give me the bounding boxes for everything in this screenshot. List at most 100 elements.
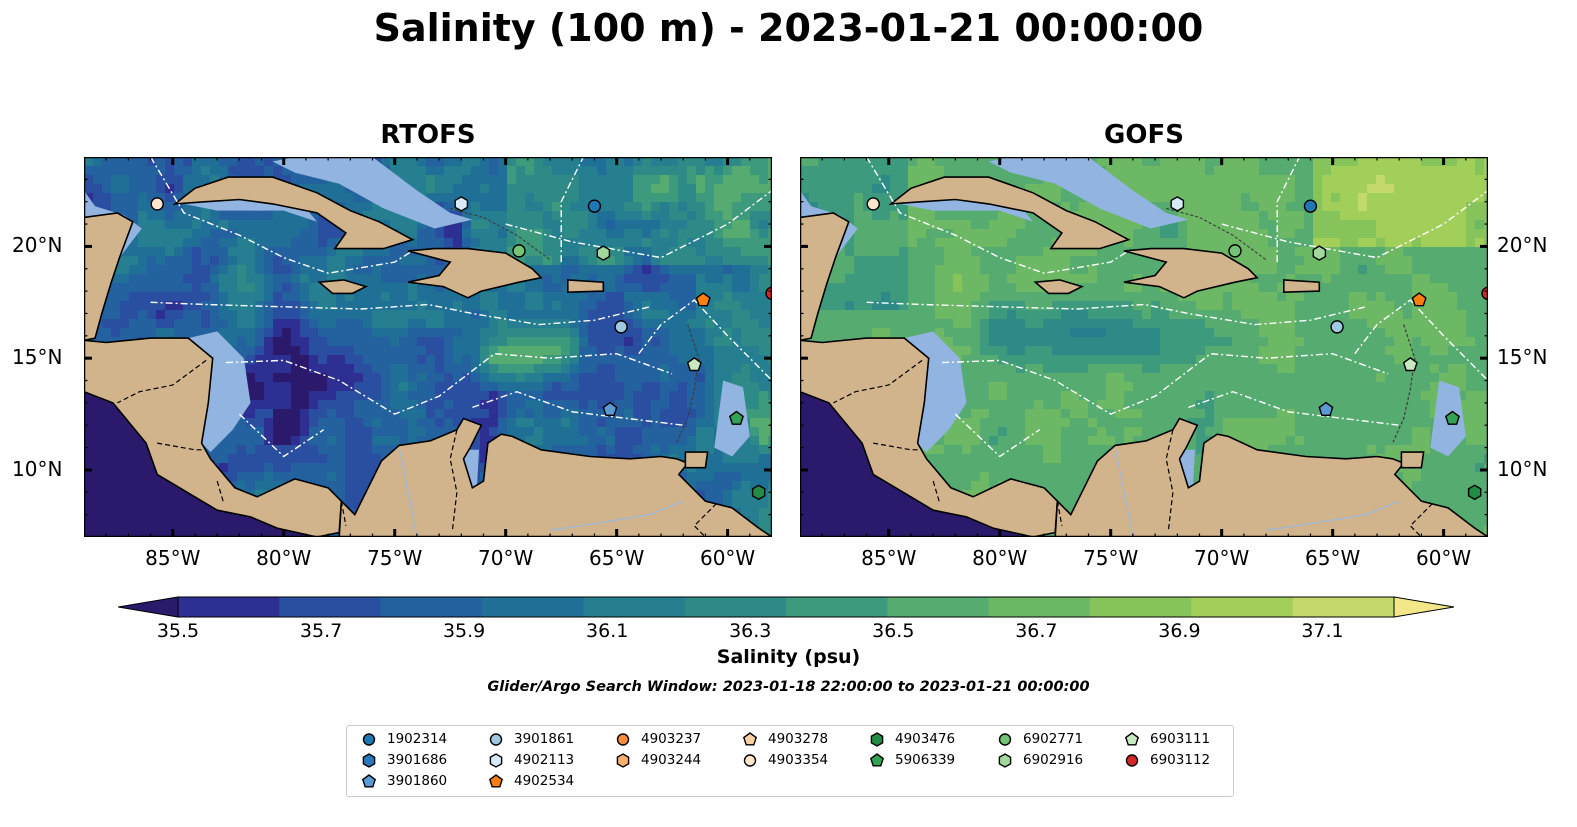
float-marker-4903354 bbox=[866, 197, 880, 211]
puertorico-land bbox=[1282, 279, 1321, 294]
map-frame bbox=[84, 157, 772, 537]
float-marker-6903111 bbox=[686, 357, 702, 372]
legend-label: 5906339 bbox=[895, 752, 956, 768]
legend-marker-icon bbox=[362, 733, 376, 746]
colorbar-segment bbox=[279, 597, 382, 617]
legend-item-4903278: 4903278 bbox=[742, 731, 828, 747]
orinoco-river bbox=[1265, 500, 1400, 532]
colorbar-tick-label: 37.1 bbox=[1301, 620, 1344, 642]
eez-boundary bbox=[1221, 189, 1488, 259]
legend-label: 3901860 bbox=[387, 773, 448, 789]
colorbar-segment bbox=[1090, 597, 1192, 617]
colorbar-tick-label: 36.3 bbox=[729, 620, 772, 642]
isobath-contour bbox=[1166, 207, 1267, 261]
colorbar-label: Salinity (psu) bbox=[716, 646, 861, 668]
float-marker-1902314 bbox=[1303, 199, 1318, 213]
legend-label: 4902113 bbox=[514, 752, 575, 768]
legend-marker-icon bbox=[743, 754, 757, 767]
orinoco-river bbox=[549, 500, 684, 532]
x-tick-label: 60°W bbox=[699, 546, 756, 570]
eez-boundary bbox=[560, 157, 585, 263]
legend-marker-icon bbox=[869, 753, 885, 767]
legend-label: 4903278 bbox=[768, 731, 829, 747]
legend-label: 3901861 bbox=[514, 731, 575, 747]
bahamas-shelf bbox=[272, 157, 473, 229]
eez-boundary bbox=[505, 189, 772, 259]
puertorico-land bbox=[566, 279, 605, 294]
legend-label: 1902314 bbox=[387, 731, 448, 747]
legend-label: 6902916 bbox=[1023, 752, 1084, 768]
y-tick-label: 15°N bbox=[1497, 345, 1548, 370]
eez-boundary bbox=[954, 413, 1041, 458]
x-tick-label: 65°W bbox=[589, 546, 645, 570]
gofs-map bbox=[800, 157, 1488, 537]
float-marker-4903476 bbox=[751, 484, 766, 501]
colorbar-extend-max bbox=[1393, 596, 1454, 618]
legend-label: 4902534 bbox=[514, 773, 575, 789]
legend-item-1902314: 1902314 bbox=[361, 731, 447, 747]
isobath-contour bbox=[676, 324, 700, 444]
float-legend: 1902314 3901686 3901860 3901861 4902113 49025… bbox=[346, 725, 1234, 797]
float-marker-6903112 bbox=[1481, 286, 1488, 301]
jamaica-land bbox=[317, 279, 369, 295]
legend-item-5906339: 5906339 bbox=[869, 752, 955, 768]
legend-item-6902916: 6902916 bbox=[997, 752, 1083, 768]
float-marker-3901861 bbox=[614, 320, 628, 334]
eez-boundary bbox=[225, 352, 673, 415]
x-tick-label: 75°W bbox=[367, 546, 423, 570]
legend-label: 4903237 bbox=[641, 731, 702, 747]
country-border bbox=[117, 359, 207, 404]
eez-boundary bbox=[1354, 299, 1488, 381]
cuba-land bbox=[888, 176, 1131, 250]
float-marker-4903354 bbox=[150, 197, 164, 211]
colorbar-segment bbox=[1292, 597, 1395, 617]
southamerica-land bbox=[1054, 417, 1488, 537]
cuba-land bbox=[172, 176, 415, 250]
legend-label: 6902771 bbox=[1023, 731, 1084, 747]
float-marker-6903111 bbox=[1402, 357, 1418, 372]
float-marker-6902771 bbox=[512, 244, 526, 258]
legend-marker-icon bbox=[870, 732, 884, 747]
colorbar-segment bbox=[786, 597, 888, 617]
y-tick-label: 10°N bbox=[1497, 456, 1548, 481]
eez-boundary bbox=[1276, 157, 1301, 263]
legend-item-4902534: 4902534 bbox=[488, 773, 574, 789]
x-tick-label: 85°W bbox=[145, 546, 201, 570]
y-tick-label: 10°N bbox=[12, 456, 63, 481]
colorbar-segment bbox=[583, 597, 686, 617]
legend-item-6903112: 6903112 bbox=[1124, 752, 1210, 768]
hispaniola-land bbox=[407, 247, 543, 299]
y-tick-label: 15°N bbox=[12, 345, 63, 370]
search-window-text: Glider/Argo Search Window: 2023-01-18 22… bbox=[487, 679, 1090, 695]
x-tick-label: 80°W bbox=[256, 546, 312, 570]
magdalena-river bbox=[398, 447, 418, 537]
legend-marker-icon bbox=[489, 753, 503, 768]
legend-label: 6903112 bbox=[1150, 752, 1211, 768]
legend-label: 6903111 bbox=[1150, 731, 1211, 747]
y-tick-label: 20°N bbox=[1497, 233, 1548, 258]
float-marker-4902113 bbox=[1170, 196, 1185, 212]
legend-item-3901686: 3901686 bbox=[361, 752, 447, 768]
x-tick-label: 70°W bbox=[478, 546, 534, 570]
trinidad-land bbox=[1400, 451, 1425, 469]
legend-label: 4903354 bbox=[768, 752, 829, 768]
legend-marker-icon bbox=[361, 774, 377, 788]
float-marker-4902534 bbox=[695, 292, 711, 307]
country-border bbox=[1409, 503, 1433, 537]
colorbar-segment bbox=[988, 597, 1091, 617]
central-land bbox=[84, 337, 343, 537]
colorbar-tick-label: 35.9 bbox=[442, 620, 486, 642]
country-border bbox=[693, 503, 717, 537]
colorbar-tick-label: 36.7 bbox=[1015, 620, 1058, 642]
legend-item-4903354: 4903354 bbox=[742, 752, 828, 768]
float-marker-3901861 bbox=[1330, 320, 1344, 334]
colorbar-tick-label: 36.5 bbox=[872, 620, 915, 642]
colorbar-tick-label: 36.1 bbox=[586, 620, 629, 642]
pacific-ocean bbox=[800, 391, 1033, 537]
yucatan-land bbox=[800, 157, 850, 342]
x-tick-label: 65°W bbox=[1305, 546, 1361, 570]
legend-item-4903237: 4903237 bbox=[615, 731, 701, 747]
map-frame bbox=[800, 157, 1488, 537]
x-tick-label: 70°W bbox=[1194, 546, 1250, 570]
y-tick-label: 20°N bbox=[12, 233, 63, 258]
